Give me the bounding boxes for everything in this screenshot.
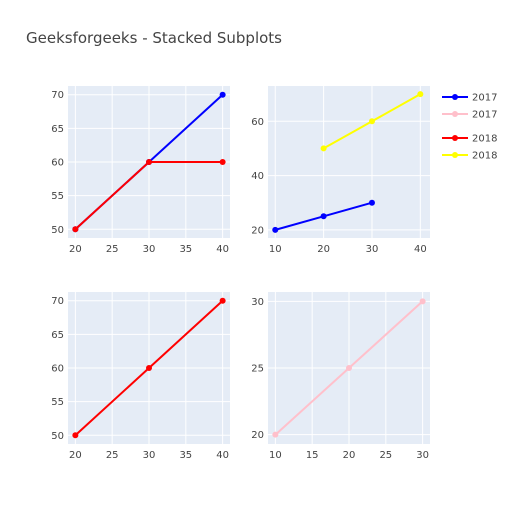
data-point[interactable] [368, 118, 375, 125]
y-tick-label: 20 [251, 430, 264, 441]
series-2018[interactable] [320, 91, 424, 152]
data-point[interactable] [219, 159, 226, 165]
x-tick-label: 30 [143, 244, 156, 255]
data-point[interactable] [320, 213, 327, 220]
series-2018[interactable] [72, 159, 226, 233]
legend-swatch-marker [452, 135, 458, 141]
y-tick-label: 60 [251, 117, 264, 128]
data-point[interactable] [368, 199, 375, 206]
legend-item[interactable]: 2017 [442, 93, 497, 104]
x-tick-label: 35 [179, 244, 192, 255]
data-point[interactable] [417, 91, 424, 98]
data-point[interactable] [146, 159, 152, 165]
y-tick-label: 55 [51, 191, 64, 202]
x-tick-label: 40 [414, 244, 427, 255]
x-tick-label: 10 [269, 450, 282, 461]
x-tick-label: 40 [216, 244, 229, 255]
legend-swatch-marker [452, 111, 458, 117]
data-point[interactable] [419, 298, 426, 305]
legend-swatch-marker [452, 94, 458, 100]
subplot-top-left: 50 55 60 65 70 20 25 30 35 40 [51, 86, 230, 255]
series-2018[interactable] [72, 297, 226, 439]
x-tick-label: 30 [366, 244, 379, 255]
legend-swatch-marker [452, 152, 458, 158]
y-tick-label: 65 [51, 330, 64, 341]
y-tick-label: 70 [51, 90, 64, 101]
y-tick-label: 25 [251, 364, 264, 375]
legend[interactable]: 2017 2017 2018 2018 [442, 93, 497, 162]
x-tick-label: 30 [416, 450, 429, 461]
x-tick-label: 20 [69, 244, 82, 255]
data-point[interactable] [272, 226, 279, 233]
legend-item[interactable]: 2018 [442, 151, 497, 162]
x-tick-label: 15 [306, 450, 319, 461]
legend-item[interactable]: 2017 [442, 110, 497, 121]
subplot-bottom-left: 50 55 60 65 70 20 25 30 35 40 [51, 292, 230, 461]
series-2017[interactable] [272, 199, 375, 233]
x-tick-label: 25 [106, 244, 119, 255]
chart-title: Geeksforgeeks - Stacked Subplots [26, 29, 282, 47]
x-tick-label: 20 [317, 244, 330, 255]
subplot-top-right: 20 40 60 10 20 30 40 [251, 86, 430, 255]
x-tick-label: 20 [69, 450, 82, 461]
data-point[interactable] [272, 431, 279, 438]
data-point[interactable] [146, 365, 152, 371]
legend-label: 2018 [472, 134, 497, 145]
y-tick-label: 70 [51, 296, 64, 307]
series-2017[interactable] [272, 298, 426, 438]
y-tick-label: 50 [51, 225, 64, 236]
y-tick-label: 20 [251, 225, 264, 236]
data-point[interactable] [72, 226, 79, 233]
data-point[interactable] [219, 91, 226, 98]
data-point[interactable] [219, 297, 226, 304]
x-tick-label: 25 [379, 450, 392, 461]
data-point[interactable] [320, 145, 327, 152]
y-tick-label: 40 [251, 171, 264, 182]
x-tick-label: 40 [216, 450, 229, 461]
y-tick-label: 30 [251, 297, 264, 308]
x-tick-label: 35 [179, 450, 192, 461]
subplots: 50 55 60 65 70 20 25 30 35 40 20 40 60 10 20 30 40 50 55 60… [51, 86, 430, 461]
x-tick-label: 25 [106, 450, 119, 461]
x-tick-label: 20 [343, 450, 356, 461]
legend-item[interactable]: 2018 [442, 134, 497, 145]
y-tick-label: 65 [51, 124, 64, 135]
data-point[interactable] [346, 365, 352, 371]
legend-label: 2017 [472, 110, 497, 121]
data-point[interactable] [72, 432, 79, 439]
legend-label: 2018 [472, 151, 497, 162]
y-tick-label: 60 [51, 158, 64, 169]
legend-label: 2017 [472, 93, 497, 104]
y-tick-label: 60 [51, 364, 64, 375]
subplot-bottom-right: 20 25 30 10 15 20 25 30 [251, 292, 430, 461]
y-tick-label: 50 [51, 431, 64, 442]
plot-area [268, 86, 430, 238]
x-tick-label: 30 [143, 450, 156, 461]
y-tick-label: 55 [51, 397, 64, 408]
x-tick-label: 10 [269, 244, 282, 255]
